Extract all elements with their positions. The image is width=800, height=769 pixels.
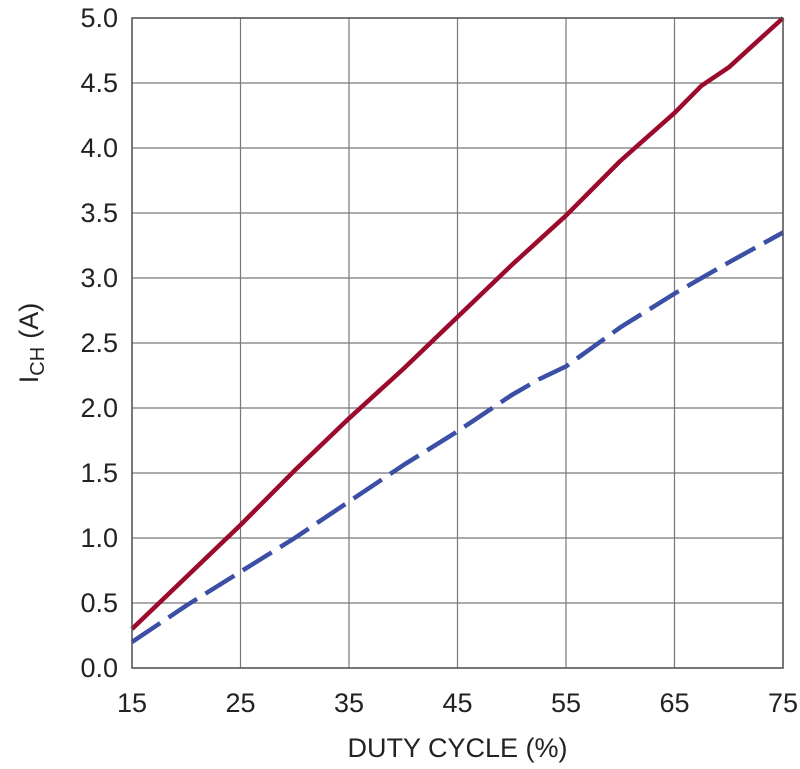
x-tick-label: 25 bbox=[225, 688, 255, 718]
x-tick-label: 15 bbox=[117, 688, 147, 718]
y-axis-label-sub: CH bbox=[27, 347, 49, 376]
x-tick-labels: 15 25 35 45 55 65 75 bbox=[117, 688, 798, 718]
y-tick-label: 5.0 bbox=[80, 3, 118, 33]
y-tick-label: 2.0 bbox=[80, 393, 118, 423]
x-tick-label: 55 bbox=[551, 688, 581, 718]
y-tick-label: 3.0 bbox=[80, 263, 118, 293]
x-tick-label: 35 bbox=[334, 688, 364, 718]
y-axis-label-main: I bbox=[14, 376, 44, 384]
y-tick-label: 1.5 bbox=[80, 458, 118, 488]
y-axis-label-unit: (A) bbox=[14, 303, 44, 339]
y-tick-label: 0.0 bbox=[80, 653, 118, 683]
x-axis-label: DUTY CYCLE (%) bbox=[347, 733, 567, 763]
x-tick-label: 45 bbox=[442, 688, 472, 718]
plot-frame bbox=[131, 17, 784, 669]
y-tick-label: 3.5 bbox=[80, 198, 118, 228]
grid bbox=[131, 17, 784, 669]
series-layer bbox=[130, 16, 785, 644]
x-tick-label: 65 bbox=[659, 688, 689, 718]
series-line-1 bbox=[130, 16, 785, 631]
y-tick-label: 4.5 bbox=[80, 68, 118, 98]
x-tick-label: 75 bbox=[768, 688, 798, 718]
y-axis-label: ICH (A) bbox=[14, 303, 49, 383]
y-tick-labels: 0.0 0.5 1.0 1.5 2.0 2.5 3.0 3.5 4.0 4.5 5.0 bbox=[80, 3, 118, 683]
y-tick-label: 1.0 bbox=[80, 523, 118, 553]
y-tick-label: 4.0 bbox=[80, 133, 118, 163]
y-tick-label: 2.5 bbox=[80, 328, 118, 358]
series-line-2 bbox=[130, 230, 785, 644]
y-tick-label: 0.5 bbox=[80, 588, 118, 618]
